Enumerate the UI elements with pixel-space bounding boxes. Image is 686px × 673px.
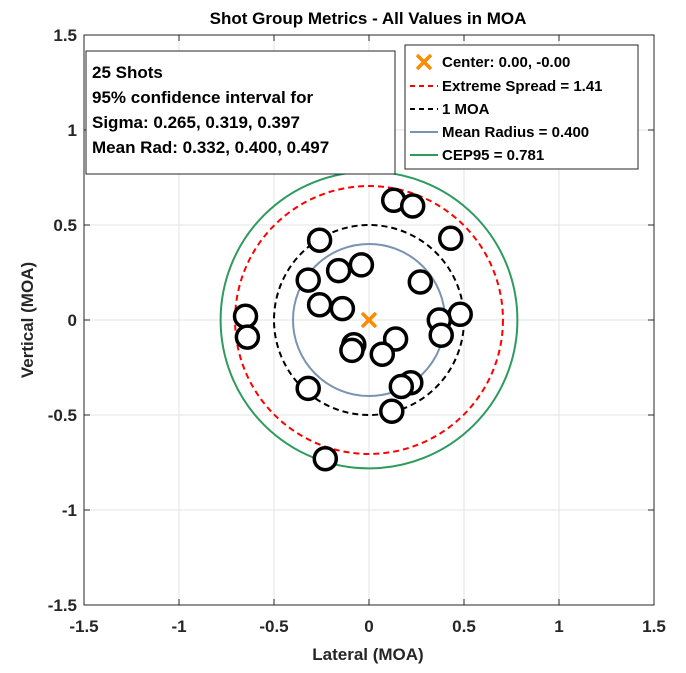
x-tick-label: 1.5 <box>642 617 666 636</box>
x-axis-label: Lateral (MOA) <box>312 645 423 664</box>
shot-point <box>306 292 333 318</box>
shot-point <box>447 301 473 328</box>
legend-frame <box>404 44 639 170</box>
legend-label-cep95: CEP95 = 0.781 <box>442 147 544 164</box>
shot-point <box>325 257 352 284</box>
info-line-shots: 25 Shots <box>92 63 163 82</box>
info-line-mean-rad: Mean Rad: 0.332, 0.400, 0.497 <box>92 138 329 157</box>
x-tick-label: -1 <box>171 617 186 636</box>
x-tick-label: 0.5 <box>452 617 476 636</box>
legend-entry-mean-radius: Mean Radius = 0.400 <box>410 124 589 141</box>
chart-title: Shot Group Metrics - All Values in MOA <box>210 9 527 28</box>
shot-point <box>312 445 339 472</box>
x-tick-label: -1.5 <box>69 617 98 636</box>
x-tick-label: 0 <box>364 617 373 636</box>
shot-point <box>369 341 396 367</box>
x-tick-label: 1 <box>554 617 563 636</box>
legend-label-1-moa: 1 MOA <box>442 101 490 118</box>
shot-point <box>232 303 259 329</box>
legend: Center: 0.00, -0.00 Extreme Spread = 1.4… <box>404 44 639 170</box>
y-tick-label: 1 <box>68 121 77 140</box>
y-tick-label: -0.5 <box>48 406 77 425</box>
shot-point <box>295 267 321 293</box>
y-tick-label: 0 <box>68 311 77 330</box>
y-tick-label: 1.5 <box>53 26 77 45</box>
shot-point <box>339 337 365 364</box>
shot-point <box>234 324 261 350</box>
shot-point <box>388 373 415 400</box>
legend-label-center: Center: 0.00, -0.00 <box>442 54 570 71</box>
legend-label-mean-radius: Mean Radius = 0.400 <box>442 124 589 141</box>
shot-point <box>306 227 333 253</box>
legend-entry-cep95: CEP95 = 0.781 <box>410 147 544 164</box>
info-box: 25 Shots 95% confidence interval for Sig… <box>85 50 396 175</box>
shot-point <box>407 269 434 295</box>
shot-point <box>399 193 426 219</box>
shot-points <box>232 187 473 472</box>
shot-point <box>428 322 454 348</box>
legend-entry-1-moa: 1 MOA <box>410 101 490 118</box>
shot-point <box>437 225 464 252</box>
group-center <box>360 311 378 329</box>
legend-entry-extreme-spread: Extreme Spread = 1.41 <box>410 78 603 95</box>
legend-entry-center: Center: 0.00, -0.00 <box>415 53 570 71</box>
info-line-confidence: 95% confidence interval for <box>92 88 313 107</box>
shot-point <box>329 295 356 322</box>
y-axis-label: Vertical (MOA) <box>18 262 37 378</box>
center-marker <box>360 311 378 329</box>
x-axis-ticks: -1.5 -1 -0.5 0 0.5 1 1.5 <box>69 35 666 636</box>
info-box-frame <box>85 50 396 175</box>
x-tick-label: -0.5 <box>259 617 288 636</box>
y-tick-label: -1.5 <box>48 596 77 615</box>
legend-label-extreme-spread: Extreme Spread = 1.41 <box>442 78 603 95</box>
shot-point <box>348 252 375 278</box>
shot-point <box>295 375 321 402</box>
y-tick-label: -1 <box>62 501 77 520</box>
shot-point <box>379 398 405 424</box>
y-axis-ticks: -1.5 -1 -0.5 0 0.5 1 1.5 <box>48 26 654 615</box>
legend-center-marker <box>415 53 433 71</box>
info-line-sigma: Sigma: 0.265, 0.319, 0.397 <box>92 113 300 132</box>
y-tick-label: 0.5 <box>53 216 77 235</box>
